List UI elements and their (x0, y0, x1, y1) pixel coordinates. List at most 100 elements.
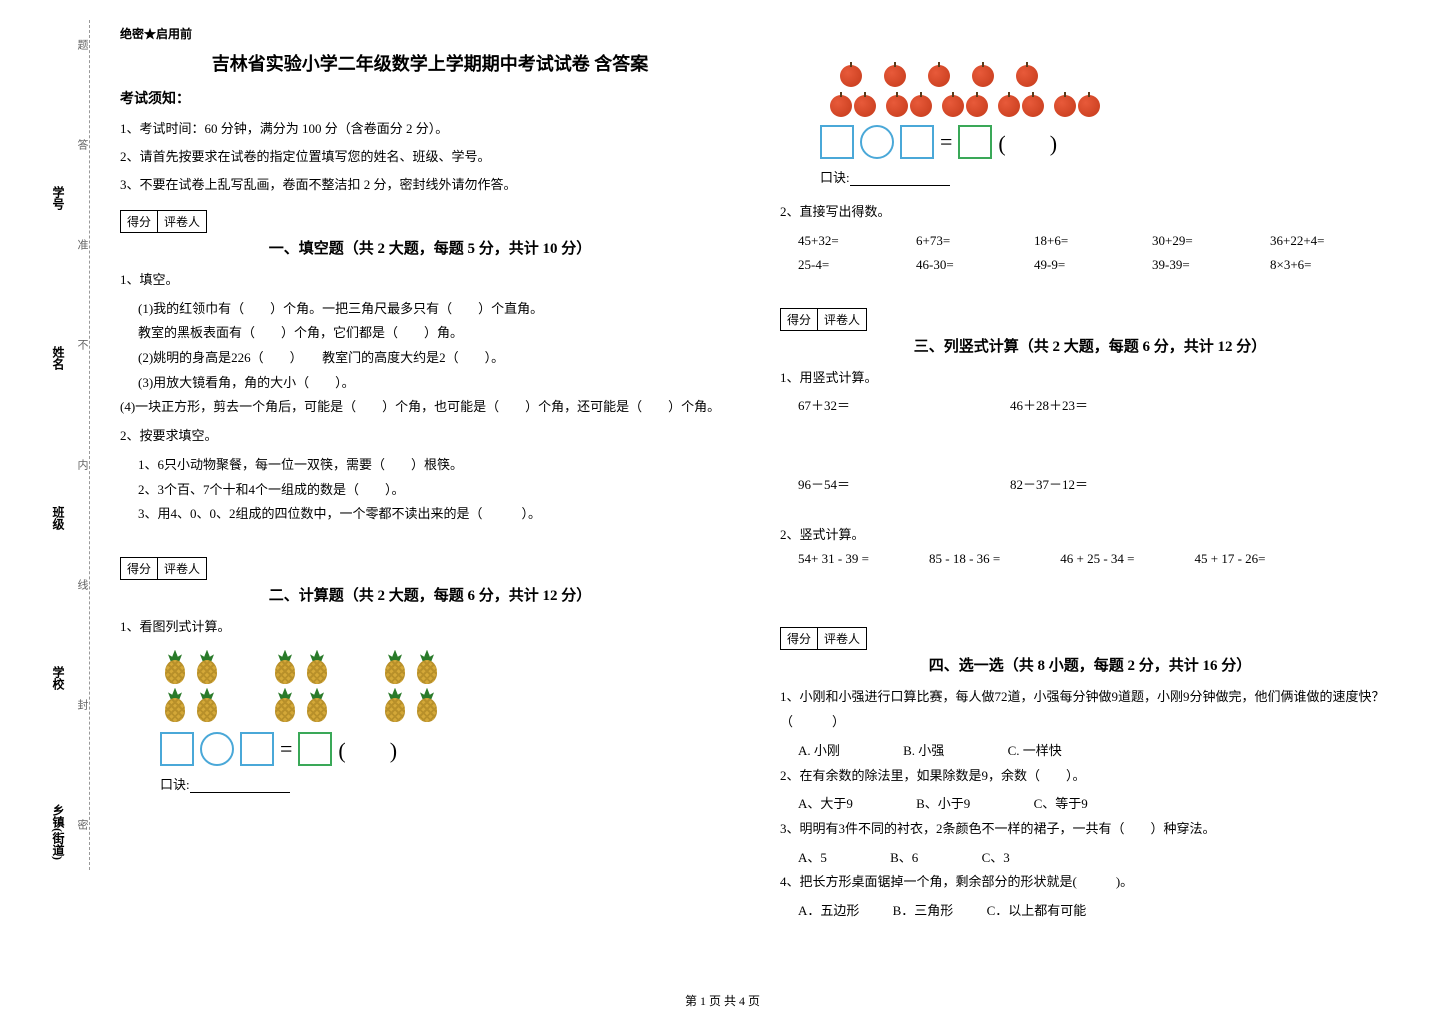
pineapple-icon (302, 688, 332, 724)
s4-q2-choices: A、大于9 B、小于9 C、等于9 (780, 792, 1400, 817)
koujue-blank[interactable] (190, 792, 290, 793)
s1-q1-4: (4)一块正方形，剪去一个角后，可能是（ ）个角，也可能是（ ）个角，还可能是（… (120, 395, 740, 420)
calc-item: 85 - 18 - 36 = (929, 551, 1000, 567)
koujue-blank[interactable] (850, 185, 950, 186)
apple-pair (830, 95, 876, 117)
pineapple-set-3 (380, 650, 450, 724)
label-da: 答 (74, 139, 90, 150)
label-ti: 题 (74, 39, 90, 50)
apple-icon (972, 65, 994, 87)
apple-icon (830, 95, 852, 117)
s2-q2-head: 2、直接写出得数。 (780, 200, 1400, 225)
s1-q1-1: (1)我的红领巾有（ ）个角。一把三角尺最多只有（ ）个直角。 (120, 297, 740, 322)
calc-item: 6+73= (916, 229, 996, 254)
pineapple-icon (270, 688, 300, 724)
apple-icon (1016, 65, 1038, 87)
calc-item: 18+6= (1034, 229, 1114, 254)
s1-q1-1b: 教室的黑板表面有（ ）个角，它们都是（ ）角。 (120, 321, 740, 346)
apple-icon (1078, 95, 1100, 117)
choice[interactable]: A. 小刚 (798, 739, 840, 764)
apple-row-2 (830, 95, 1400, 117)
notice-1: 1、考试时间：60 分钟，满分为 100 分（含卷面分 2 分）。 (120, 116, 740, 142)
calc-item: 45 + 17 - 26= (1195, 551, 1266, 567)
left-column: 绝密★启用前 吉林省实验小学二年级数学上学期期中考试试卷 含答案 考试须知： 1… (120, 25, 740, 924)
apple-pair (886, 95, 932, 117)
score-box-4: 得分 评卷人 (780, 627, 867, 650)
label-xuexiao: 学校 (50, 666, 67, 690)
label-banji: 班级 (50, 506, 67, 530)
label-xian: 线 (74, 579, 90, 590)
pineapple-icon (192, 688, 222, 724)
choice[interactable]: A、5 (798, 846, 827, 871)
score-box-3: 得分 评卷人 (780, 308, 867, 331)
s4-q4-choices: A．五边形 B．三角形 C．以上都有可能 (780, 899, 1400, 924)
calc-item: 54+ 31 - 39 = (798, 551, 869, 567)
s1-q1-head: 1、填空。 (120, 268, 740, 293)
calc-row-1: 45+32= 6+73= 18+6= 30+29= 36+22+4= (780, 229, 1400, 254)
apple-icon (910, 95, 932, 117)
koujue-label: 口诀: (820, 170, 850, 185)
apple-icon (1022, 95, 1044, 117)
exam-title: 吉林省实验小学二年级数学上学期期中考试试卷 含答案 (120, 50, 740, 76)
calc-item: 39-39= (1152, 253, 1232, 278)
choice[interactable]: B、小于9 (916, 792, 970, 817)
s1-q2-head: 2、按要求填空。 (120, 424, 740, 449)
s4-q2: 2、在有余数的除法里，如果除数是9，余数（ ）。 (780, 764, 1400, 789)
eq-result[interactable] (298, 732, 332, 766)
section-1-header: 得分 评卷人 一、填空题（共 2 大题，每题 5 分，共计 10 分） (120, 200, 740, 258)
eq-op[interactable] (860, 125, 894, 159)
choice[interactable]: C、等于9 (1034, 792, 1088, 817)
calc-item: 46-30= (916, 253, 996, 278)
s2-q1-head: 1、看图列式计算。 (120, 615, 740, 640)
s4-q1: 1、小刚和小强进行口算比赛，每人做72道，小强每分钟做9道题，小刚9分钟做完，他… (780, 685, 1400, 734)
choice[interactable]: A．五边形 (798, 899, 859, 924)
eq-blank[interactable] (820, 125, 854, 159)
choice[interactable]: B. 小强 (903, 739, 944, 764)
calc-row-2: 25-4= 46-30= 49-9= 39-39= 8×3+6= (780, 253, 1400, 278)
eq-op[interactable] (200, 732, 234, 766)
apple-icon (840, 65, 862, 87)
pineapple-icon (380, 650, 410, 686)
pineapple-icon (302, 650, 332, 686)
choice[interactable]: A、大于9 (798, 792, 853, 817)
label-zhun: 准 (74, 239, 90, 250)
s1-q2-1: 1、6只小动物聚餐，每一位一双筷，需要（ ）根筷。 (120, 453, 740, 478)
pineapple-icon (270, 650, 300, 686)
pineapple-icon (160, 650, 190, 686)
score-defen-4: 得分 (781, 628, 818, 649)
section-3-title: 三、列竖式计算（共 2 大题，每题 6 分，共计 12 分） (780, 335, 1400, 356)
calc-item: 36+22+4= (1270, 229, 1350, 254)
section-2-header: 得分 评卷人 二、计算题（共 2 大题，每题 6 分，共计 12 分） (120, 547, 740, 605)
choice[interactable]: C. 一样快 (1008, 739, 1062, 764)
apple-icon (1054, 95, 1076, 117)
calc-item: 96－54＝ (798, 474, 850, 493)
pineapple-set-2 (270, 650, 340, 724)
calc-item: 45+32= (798, 229, 878, 254)
section-4-title: 四、选一选（共 8 小题，每题 2 分，共计 16 分） (780, 654, 1400, 675)
s1-q1-3: (3)用放大镜看角，角的大小（ ）。 (120, 371, 740, 396)
s1-q2-2: 2、3个百、7个十和4个一组成的数是（ ）。 (120, 478, 740, 503)
choice[interactable]: C、3 (982, 846, 1010, 871)
equation-2: = ( ) (820, 125, 1400, 159)
s1-q1-2: (2)姚明的身高是226（ ） 教室门的高度大约是2（ ）。 (120, 346, 740, 371)
choice[interactable]: B．三角形 (893, 899, 954, 924)
calc-item: 46 + 25 - 34 = (1060, 551, 1134, 567)
eq-blank[interactable] (240, 732, 274, 766)
score-defen-2: 得分 (121, 558, 158, 579)
calc-item: 67＋32＝ (798, 395, 850, 414)
vert-calc-row-3: 54+ 31 - 39 = 85 - 18 - 36 = 46 + 25 - 3… (780, 551, 1400, 567)
eq-result[interactable] (958, 125, 992, 159)
notice-title: 考试须知： (120, 88, 740, 108)
eq-blank[interactable] (160, 732, 194, 766)
choice[interactable]: B、6 (890, 846, 918, 871)
label-bu: 不 (74, 339, 90, 350)
choice[interactable]: C．以上都有可能 (987, 899, 1087, 924)
eq-blank[interactable] (900, 125, 934, 159)
section-3-header: 得分 评卷人 三、列竖式计算（共 2 大题，每题 6 分，共计 12 分） (780, 298, 1400, 356)
score-box-2: 得分 评卷人 (120, 557, 207, 580)
equals-sign: = (280, 736, 292, 762)
right-column: = ( ) 口诀: 2、直接写出得数。 45+32= 6+73= 18+6= 3… (780, 25, 1400, 924)
koujue-2: 口诀: (820, 167, 1400, 186)
s4-q3-choices: A、5 B、6 C、3 (780, 846, 1400, 871)
apple-icon (928, 65, 950, 87)
